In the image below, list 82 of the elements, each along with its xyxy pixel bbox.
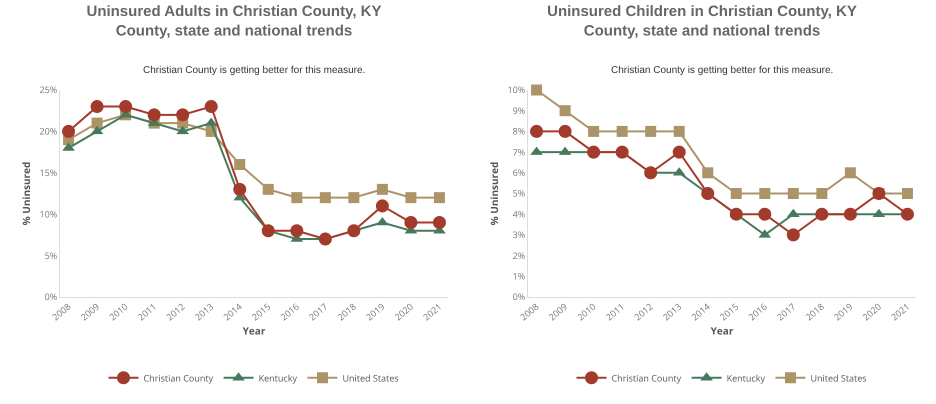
point bbox=[92, 118, 103, 129]
y-tick-label: 20% bbox=[39, 124, 58, 138]
y-tick-label: 10% bbox=[507, 83, 526, 96]
point bbox=[148, 108, 161, 122]
point bbox=[730, 188, 742, 199]
point bbox=[318, 232, 332, 246]
point bbox=[730, 208, 743, 221]
y-tick-label: 0% bbox=[44, 290, 58, 304]
point bbox=[674, 126, 685, 137]
y-tick-label: 0% bbox=[512, 290, 526, 304]
point bbox=[758, 208, 772, 221]
y-tick-label: 5% bbox=[44, 248, 58, 262]
point bbox=[404, 216, 418, 229]
x-axis-title: Year bbox=[242, 323, 266, 338]
point bbox=[900, 208, 914, 221]
point bbox=[291, 192, 302, 204]
point bbox=[902, 188, 913, 199]
point bbox=[644, 166, 658, 180]
point bbox=[816, 188, 828, 199]
point bbox=[90, 100, 104, 114]
point bbox=[530, 124, 544, 138]
point bbox=[290, 224, 304, 238]
point bbox=[376, 184, 388, 195]
point bbox=[815, 208, 828, 221]
point bbox=[759, 188, 770, 199]
point bbox=[262, 224, 275, 238]
chart-title: Uninsured Adults in Christian County, KY bbox=[86, 3, 382, 20]
text: Christian County is getting better for this measure. bbox=[611, 65, 834, 76]
point bbox=[588, 126, 600, 137]
y-tick-label: 1% bbox=[512, 269, 526, 282]
point bbox=[234, 159, 246, 170]
point bbox=[645, 126, 656, 137]
y-tick-label: 2% bbox=[512, 248, 526, 262]
point bbox=[701, 187, 714, 200]
point bbox=[176, 108, 190, 122]
point bbox=[558, 124, 572, 138]
legend-label: Christian County bbox=[144, 371, 214, 384]
y-tick-label: 8% bbox=[512, 124, 526, 138]
y-axis-title: % Uninsured bbox=[19, 162, 33, 226]
point bbox=[844, 167, 856, 178]
y-tick-label: 10% bbox=[39, 207, 58, 220]
point bbox=[844, 208, 857, 221]
point bbox=[347, 224, 360, 238]
point bbox=[587, 146, 600, 159]
legend-label: Christian County bbox=[612, 371, 682, 384]
point bbox=[405, 192, 416, 204]
text: Christian County is getting better for this measure. bbox=[143, 65, 366, 76]
point bbox=[432, 216, 446, 229]
point bbox=[119, 100, 132, 114]
y-tick-label: 3% bbox=[512, 228, 526, 242]
point bbox=[531, 84, 542, 96]
y-tick-label: 5% bbox=[512, 186, 526, 200]
y-tick-label: 15% bbox=[39, 166, 58, 179]
point bbox=[616, 126, 628, 137]
point bbox=[616, 146, 629, 159]
legend-label: Kentucky bbox=[258, 371, 298, 384]
point bbox=[233, 182, 246, 196]
point bbox=[434, 192, 445, 204]
y-tick-label: 6% bbox=[512, 166, 526, 179]
point bbox=[204, 100, 218, 114]
y-axis-title: % Uninsured bbox=[487, 162, 501, 226]
y-tick-label: 4% bbox=[512, 207, 526, 220]
x-axis-title: Year bbox=[710, 323, 734, 338]
point bbox=[376, 199, 389, 212]
point bbox=[348, 192, 360, 204]
y-tick-label: 25% bbox=[39, 83, 58, 96]
legend-label: Kentucky bbox=[726, 371, 766, 384]
chart-subtitle: County, state and national trends bbox=[116, 22, 352, 40]
chart-title: Uninsured Children in Christian County, KY bbox=[547, 3, 857, 20]
point bbox=[672, 146, 686, 159]
point bbox=[560, 105, 571, 116]
point bbox=[62, 124, 76, 138]
point bbox=[702, 167, 714, 178]
y-tick-label: 9% bbox=[512, 104, 526, 117]
chart-subtitle: County, state and national trends bbox=[584, 22, 820, 40]
point bbox=[786, 228, 800, 242]
legend-label: United States bbox=[342, 371, 399, 384]
legend-label: United States bbox=[810, 371, 867, 384]
y-tick-label: 7% bbox=[512, 145, 526, 158]
point bbox=[320, 192, 331, 204]
point bbox=[262, 184, 274, 195]
point bbox=[788, 188, 799, 199]
